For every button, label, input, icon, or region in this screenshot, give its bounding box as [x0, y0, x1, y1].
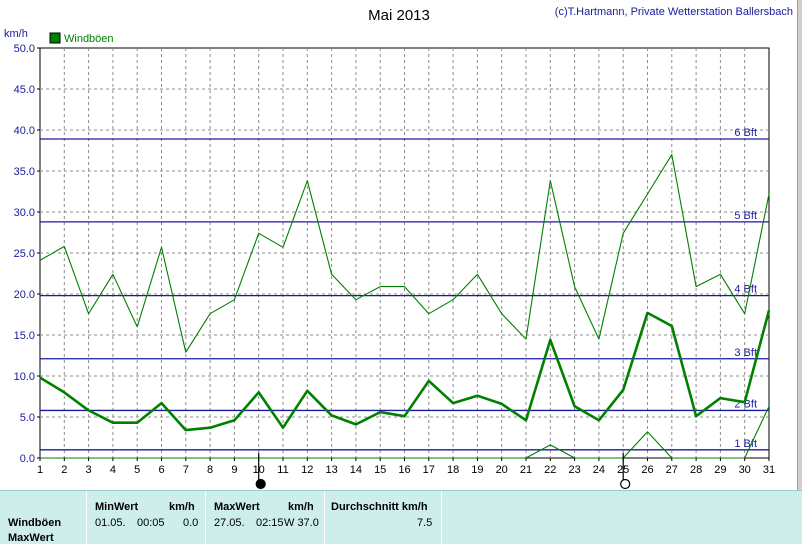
x-tick-label: 4	[110, 464, 116, 476]
y-tick-label: 25.0	[14, 248, 35, 260]
legend-label: Windböen	[64, 33, 114, 45]
chart-area: 1 Bft 2 Bft 3 Bft 4 Bft 5 Bft 6 Bft 0.0 5.0 10.0…	[4, 6, 793, 490]
avg-value: 7.5	[417, 517, 433, 529]
y-tick-label: 20.0	[14, 289, 35, 301]
legend-swatch	[49, 32, 61, 44]
x-tick-label: 22	[544, 464, 556, 476]
chart-credit: (c)T.Hartmann, Private Wetterstation Bal…	[555, 6, 793, 18]
x-tick-label: 30	[739, 464, 751, 476]
x-tick-label: 23	[568, 464, 580, 476]
x-tick-label: 24	[593, 464, 605, 476]
stats-row-label: Windböen	[8, 517, 62, 529]
stats-avg-col: Durchschnitt km/h 7.5	[325, 491, 442, 544]
x-tick-label: 1	[37, 464, 43, 476]
new-moon-icon	[255, 478, 266, 490]
max-unit: km/h	[288, 501, 314, 513]
x-tick-label: 21	[520, 464, 532, 476]
min-time: 00:05	[137, 517, 165, 529]
x-tick-label: 9	[231, 464, 237, 476]
x-tick-label: 6	[158, 464, 164, 476]
series-line-0	[39, 310, 771, 432]
x-tick-label: 26	[641, 464, 653, 476]
stats-panel: Windböen MaxWert MinWert km/h 01.05. 00:…	[0, 490, 802, 544]
stats-max-col: MaxWert km/h 27.05. 02:15 W 37.0	[206, 491, 325, 544]
y-tick-label: 50.0	[14, 43, 35, 55]
full-moon-icon	[620, 478, 631, 490]
y-tick-label: 5.0	[20, 412, 35, 424]
x-tick-label: 29	[714, 464, 726, 476]
x-tick-label: 5	[134, 464, 140, 476]
stats-rowlabel-col: Windböen MaxWert	[0, 491, 87, 544]
series-line-1	[39, 154, 770, 353]
x-tick-label: 17	[423, 464, 435, 476]
beaufort-label: 6 Bft	[734, 127, 757, 139]
beaufort-label: 5 Bft	[734, 210, 757, 222]
y-tick-label: 0.0	[20, 453, 35, 465]
beaufort-label: 3 Bft	[734, 347, 757, 359]
x-tick-label: 27	[666, 464, 678, 476]
y-tick-label: 15.0	[14, 330, 35, 342]
vertical-scrollbar[interactable]	[797, 0, 802, 490]
beaufort-label: 1 Bft	[734, 438, 757, 450]
avg-header: Durchschnitt km/h	[331, 501, 428, 513]
x-tick-label: 28	[690, 464, 702, 476]
x-tick-label: 7	[183, 464, 189, 476]
stats-row-label: MaxWert	[8, 532, 54, 544]
y-tick-label: 45.0	[14, 84, 35, 96]
x-tick-label: 2	[61, 464, 67, 476]
x-tick-label: 31	[763, 464, 775, 476]
min-date: 01.05.	[95, 517, 126, 529]
y-axis-label: km/h	[4, 28, 28, 40]
max-date: 27.05.	[214, 517, 245, 529]
min-value: 0.0	[183, 517, 199, 529]
x-tick-label: 16	[398, 464, 410, 476]
x-tick-label: 19	[471, 464, 483, 476]
y-tick-label: 40.0	[14, 125, 35, 137]
x-tick-label: 3	[86, 464, 92, 476]
x-tick-label: 20	[496, 464, 508, 476]
x-tick-label: 11	[277, 464, 288, 476]
x-tick-label: 18	[447, 464, 459, 476]
min-unit: km/h	[169, 501, 195, 513]
y-tick-label: 35.0	[14, 166, 35, 178]
beaufort-label: 4 Bft	[734, 284, 757, 296]
x-tick-label: 8	[207, 464, 213, 476]
y-tick-label: 10.0	[14, 371, 35, 383]
chart-title: Mai 2013	[368, 7, 430, 24]
stats-min-col: MinWert km/h 01.05. 00:05 0.0	[87, 491, 206, 544]
x-tick-label: 13	[325, 464, 337, 476]
min-header: MinWert	[95, 501, 139, 513]
y-tick-label: 30.0	[14, 207, 35, 219]
max-value: W 37.0	[284, 517, 319, 529]
x-tick-label: 14	[350, 464, 362, 476]
max-header: MaxWert	[214, 501, 260, 513]
max-time: 02:15	[256, 517, 284, 529]
x-tick-label: 15	[374, 464, 386, 476]
x-tick-label: 12	[301, 464, 313, 476]
